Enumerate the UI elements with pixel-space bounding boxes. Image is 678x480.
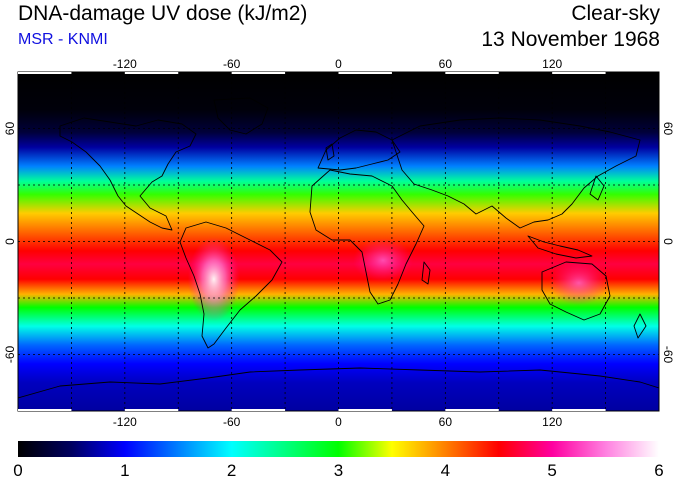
colorbar-tick-label: 0 bbox=[13, 461, 22, 480]
colorbar-labels: 0 1 2 3 4 5 6 bbox=[13, 461, 663, 480]
lat-tick-label: 0 bbox=[661, 238, 675, 245]
lon-tick-label: 60 bbox=[439, 57, 453, 71]
frame-ticks bbox=[18, 72, 606, 411]
lon-tick-label: -120 bbox=[113, 415, 137, 429]
colorbar bbox=[18, 441, 659, 457]
map-field bbox=[18, 72, 659, 411]
coast-indonesia bbox=[527, 235, 593, 259]
hotspot-australia bbox=[548, 260, 609, 305]
coast-north-america bbox=[59, 117, 197, 231]
colorbar-tick-label: 1 bbox=[120, 461, 129, 480]
lon-tick-label: 0 bbox=[335, 415, 342, 429]
graticule bbox=[18, 72, 659, 411]
lon-tick-label: -60 bbox=[223, 57, 241, 71]
coast-africa bbox=[309, 169, 425, 305]
coast-australia bbox=[541, 261, 611, 321]
coastlines bbox=[18, 97, 659, 399]
colorbar-tick-label: 5 bbox=[547, 461, 556, 480]
latitude-labels: 60 60 0 0 -60 -60 bbox=[3, 122, 675, 364]
map-date: 13 November 1968 bbox=[481, 28, 660, 51]
lat-tick-label: -60 bbox=[661, 346, 675, 364]
lon-tick-label: 120 bbox=[542, 415, 562, 429]
lat-tick-label: -60 bbox=[3, 346, 17, 364]
coast-greenland bbox=[213, 97, 269, 135]
coast-south-america bbox=[179, 221, 283, 349]
coast-asia bbox=[391, 117, 641, 229]
coast-japan bbox=[589, 175, 605, 201]
lon-tick-label: 0 bbox=[335, 57, 342, 71]
hotspot-central-africa bbox=[353, 238, 414, 283]
coast-antarctica bbox=[18, 367, 659, 399]
map-title: DNA-damage UV dose (kJ/m2) bbox=[18, 2, 308, 25]
coast-madagascar bbox=[421, 261, 431, 285]
coast-new-zealand bbox=[633, 313, 647, 339]
lat-tick-label: 0 bbox=[3, 238, 17, 245]
lon-tick-label: -120 bbox=[113, 57, 137, 71]
map-source: MSR - KNMI bbox=[18, 31, 108, 48]
coast-europe bbox=[317, 129, 401, 171]
lon-tick-label: 60 bbox=[439, 415, 453, 429]
lon-tick-label: 120 bbox=[542, 57, 562, 71]
sky-condition: Clear-sky bbox=[571, 2, 660, 25]
lat-tick-label: 60 bbox=[3, 122, 17, 136]
colorbar-tick-label: 2 bbox=[227, 461, 236, 480]
colorbar-tick-label: 6 bbox=[654, 461, 663, 480]
lat-tick-label: 60 bbox=[661, 122, 675, 136]
longitude-labels: -120 -120 -60 -60 0 0 60 60 120 120 bbox=[113, 57, 563, 429]
lon-tick-label: -60 bbox=[223, 415, 241, 429]
colorbar-tick-label: 4 bbox=[441, 461, 450, 480]
coast-uk bbox=[325, 143, 335, 161]
colorbar-tick-label: 3 bbox=[334, 461, 343, 480]
uv-hotspots bbox=[187, 237, 609, 322]
